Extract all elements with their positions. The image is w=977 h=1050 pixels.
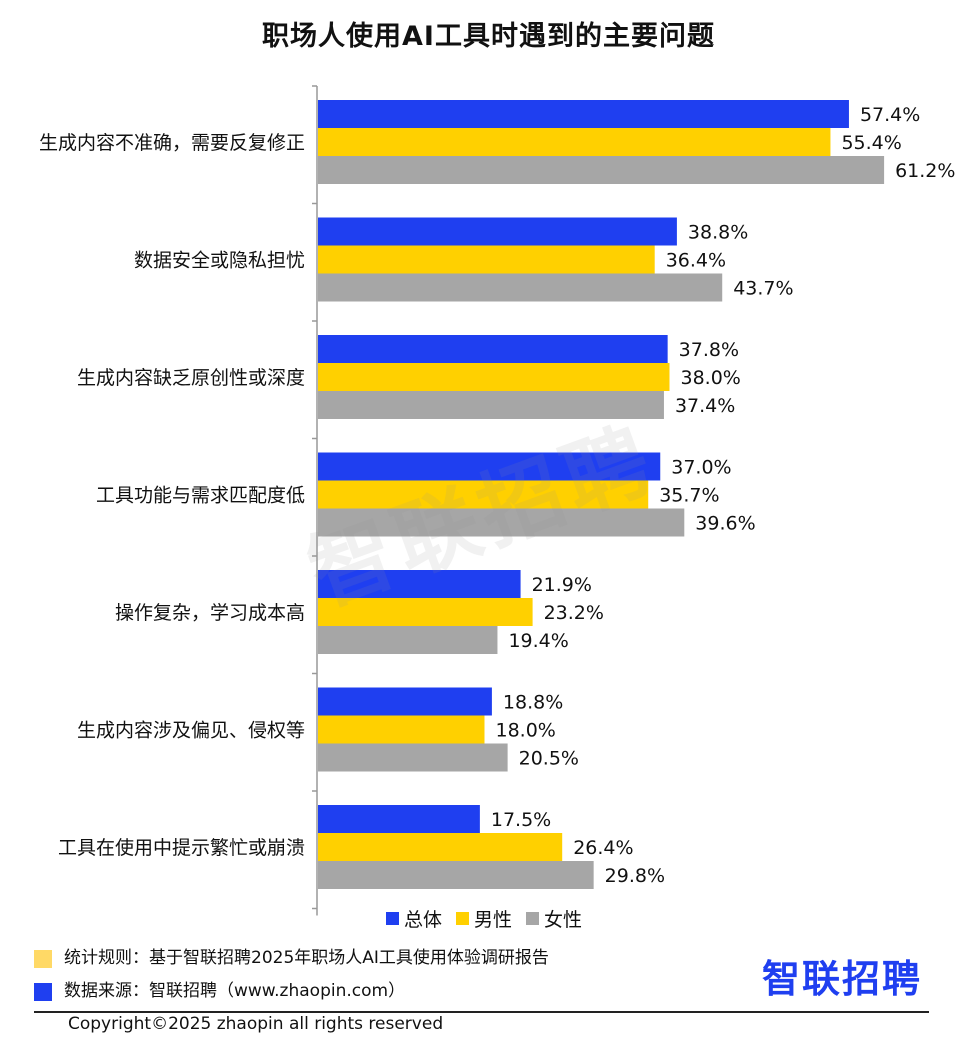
category-label-lack-originality: 生成内容缺乏原创性或深度: [77, 367, 305, 389]
footer-divider: [34, 1011, 929, 1013]
legend-item-female: 女性: [526, 905, 582, 932]
category-label-bias-infringement: 生成内容涉及偏见、侵权等: [77, 720, 305, 742]
data-label-female-lack-originality: 37.4%: [675, 395, 735, 417]
data-label-overall-data-privacy: 38.8%: [688, 222, 748, 244]
bar-male-feature-mismatch: [318, 480, 649, 509]
chart-title: 职场人使用AI工具时遇到的主要问题: [262, 21, 715, 52]
bar-female-bias-infringement: [318, 743, 508, 772]
legend-item-male: 男性: [456, 905, 512, 932]
footnotes: 统计规则：基于智联招聘2025年职场人AI工具使用体验调研报告 数据来源：智联招…: [34, 942, 549, 1008]
bar-female-busy-crash: [318, 861, 594, 889]
legend-item-overall: 总体: [386, 905, 442, 932]
category-label-busy-crash: 工具在使用中提示繁忙或崩溃: [58, 837, 305, 859]
data-label-female-data-privacy: 43.7%: [733, 278, 793, 300]
data-label-overall-complex-operation: 21.9%: [532, 574, 592, 596]
legend-label-female: 女性: [544, 909, 583, 931]
data-label-overall-lack-originality: 37.8%: [679, 339, 739, 361]
bar-female-feature-mismatch: [318, 508, 685, 537]
data-label-male-busy-crash: 26.4%: [573, 837, 633, 859]
data-label-overall-bias-infringement: 18.8%: [503, 692, 563, 714]
data-label-overall-busy-crash: 17.5%: [491, 809, 551, 831]
note-marker-blue: [34, 982, 52, 1001]
zhaopin-logo: 智联招聘: [761, 957, 922, 1001]
note-data-source: 数据来源：智联招聘（www.zhaopin.com）: [34, 975, 549, 1008]
note-data-source-text: 数据来源：智联招聘（www.zhaopin.com）: [64, 981, 406, 1001]
bar-overall-busy-crash: [318, 805, 480, 833]
legend-label-overall: 总体: [404, 909, 443, 931]
data-label-male-bias-infringement: 18.0%: [496, 720, 556, 742]
bar-male-busy-crash: [318, 833, 563, 861]
category-label-feature-mismatch: 工具功能与需求匹配度低: [96, 485, 305, 507]
data-label-overall-feature-mismatch: 37.0%: [671, 457, 731, 479]
category-label-inaccurate-content: 生成内容不准确，需要反复修正: [39, 132, 305, 154]
bar-male-lack-originality: [318, 363, 670, 391]
bar-male-complex-operation: [318, 598, 533, 626]
data-label-male-feature-mismatch: 35.7%: [659, 485, 719, 507]
category-label-data-privacy: 数据安全或隐私担忧: [134, 250, 305, 272]
chart-legend: 总体 男性 女性: [386, 905, 582, 932]
bar-overall-inaccurate-content: [318, 100, 849, 128]
bar-overall-lack-originality: [318, 335, 668, 363]
note-statistics-rule: 统计规则：基于智联招聘2025年职场人AI工具使用体验调研报告: [34, 942, 549, 975]
data-label-male-inaccurate-content: 55.4%: [841, 132, 901, 154]
bar-female-inaccurate-content: [318, 156, 885, 184]
data-label-female-bias-infringement: 20.5%: [519, 748, 579, 770]
bar-female-lack-originality: [318, 391, 664, 419]
data-label-female-feature-mismatch: 39.6%: [695, 513, 755, 535]
data-label-male-lack-originality: 38.0%: [681, 367, 741, 389]
legend-label-male: 男性: [474, 909, 513, 931]
data-label-male-complex-operation: 23.2%: [544, 602, 604, 624]
bar-male-inaccurate-content: [318, 128, 831, 156]
category-label-complex-operation: 操作复杂，学习成本高: [115, 602, 305, 624]
data-label-male-data-privacy: 36.4%: [666, 250, 726, 272]
bar-female-complex-operation: [318, 626, 498, 654]
bar-male-bias-infringement: [318, 715, 485, 744]
bar-chart: 生成内容不准确，需要反复修正 57.4% 55.4% 61.2% 数据安全或隐私担忧 38…: [39, 85, 955, 916]
legend-swatch-overall: [386, 912, 399, 925]
data-label-female-inaccurate-content: 61.2%: [895, 160, 955, 182]
note-marker-yellow: [34, 949, 52, 968]
bar-overall-data-privacy: [318, 217, 677, 246]
bar-female-data-privacy: [318, 273, 723, 302]
bar-overall-bias-infringement: [318, 687, 492, 716]
legend-swatch-female: [526, 912, 540, 925]
data-label-female-complex-operation: 19.4%: [508, 630, 568, 652]
data-label-overall-inaccurate-content: 57.4%: [860, 104, 920, 126]
bar-overall-complex-operation: [318, 570, 521, 598]
note-statistics-rule-text: 统计规则：基于智联招聘2025年职场人AI工具使用体验调研报告: [64, 948, 549, 968]
bar-overall-feature-mismatch: [318, 452, 661, 481]
data-label-female-busy-crash: 29.8%: [605, 865, 665, 887]
copyright-text: Copyright©2025 zhaopin all rights reserv…: [68, 1014, 444, 1034]
bar-male-data-privacy: [318, 245, 655, 274]
legend-swatch-male: [456, 912, 470, 925]
